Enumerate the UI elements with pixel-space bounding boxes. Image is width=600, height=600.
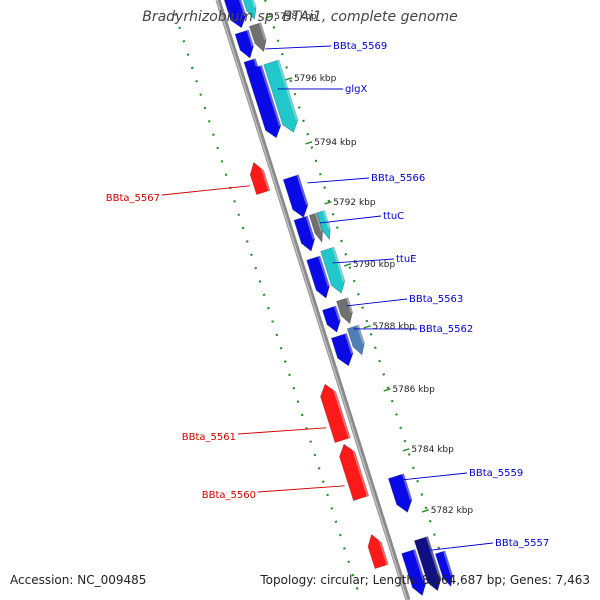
gene-bbta-5556: [434, 550, 453, 588]
tick-mark: [383, 388, 391, 392]
gene-bbta-5562b: [330, 332, 354, 367]
gene-bbta-5568-shade: [259, 65, 281, 126]
reverse-gene-label: BBta_5561: [182, 432, 236, 443]
gene-ttue: [320, 246, 346, 294]
forward-gene-label: BBta_5569: [333, 41, 387, 52]
gene-grey-lower: [335, 297, 353, 325]
forward-leader-line: [264, 45, 332, 50]
gene-bbta-5569-shade: [246, 30, 254, 47]
tick-mark: [363, 325, 371, 329]
gene-bbta-5562b-shade: [344, 333, 353, 354]
gene-glgx-shade: [277, 59, 298, 121]
gene-ttue-shade: [332, 247, 345, 282]
forward-gene-label: BBta_5562: [419, 324, 473, 335]
tick-mark: [421, 509, 429, 513]
gene-grey-top: [248, 22, 267, 53]
tick-label: 5786 kbp: [392, 385, 435, 395]
gene-teal-top: [242, 0, 257, 21]
forward-leader-line: [320, 215, 382, 224]
tick-label: 5784 kbp: [411, 445, 454, 455]
tick-label: 5796 kbp: [294, 74, 337, 84]
gene-bbta-5566: [282, 174, 309, 218]
tick-label: 5788 kbp: [372, 322, 415, 332]
accession-text: Accession: NC_009485: [10, 573, 147, 587]
gene-glgx: [263, 59, 299, 133]
genome-summary-text: Topology: circular; Length: 8,264,687 bp…: [260, 573, 590, 587]
gene-bbta-5557-shade: [425, 536, 442, 580]
map-title: Bradyrhizobium sp. BTAi1, complete genom…: [142, 9, 458, 25]
gene-bbta-5560b: [367, 533, 389, 570]
tick-label: 5790 kbp: [353, 260, 396, 270]
gene-bbta-5562-shade: [356, 325, 365, 344]
forward-leader-line: [346, 298, 408, 307]
tick-mark: [324, 201, 332, 205]
gene-bbta-5560b-shade: [376, 532, 389, 565]
gene-small-blue-shade: [253, 58, 258, 67]
gene-bbta-5558: [401, 548, 427, 597]
gene-grey-mid-shade: [315, 212, 323, 232]
gene-bbta-5559: [387, 473, 413, 513]
gene-bbta-5560-shade: [349, 441, 369, 497]
forward-leader-line: [332, 258, 395, 264]
gene-bbta-5558-shade: [413, 549, 426, 584]
reverse-leader-line: [257, 485, 345, 493]
forward-leader-line: [307, 177, 370, 184]
gene-bbta-5570: [223, 0, 247, 29]
gene-bbta-5563: [321, 305, 341, 333]
tick-mark: [285, 77, 293, 81]
tick-mark: [402, 448, 410, 452]
gene-bbta-5568: [245, 64, 282, 139]
forward-gene-label: ttuC: [383, 211, 404, 222]
genome-backbone: [215, 0, 411, 600]
forward-gene-label: BBta_5566: [371, 173, 425, 184]
gene-bbta-5562: [346, 324, 365, 356]
gene-features: [223, 0, 453, 597]
forward-gene-label: ttuE: [396, 254, 417, 265]
gene-bbta-5567: [249, 161, 271, 196]
gene-bbta-5567-shade: [258, 160, 270, 191]
forward-gene-label: glgX: [345, 84, 367, 95]
gene-teal-top-shade: [251, 0, 257, 9]
reverse-gene-label: BBta_5560: [202, 490, 256, 501]
gene-bbta-5557: [413, 535, 442, 592]
tick-label: 5792 kbp: [333, 198, 376, 208]
tick-mark: [305, 141, 313, 145]
gene-grey-top-shade: [259, 22, 267, 41]
reverse-leader-line: [161, 185, 250, 196]
gene-bbta-5559-shade: [401, 473, 412, 501]
gene-bbta-5556-shade: [443, 550, 453, 576]
gene-grey-mid: [308, 212, 324, 244]
gene-bbta-5564-shade: [318, 256, 330, 287]
gene-ttuc-shade: [322, 210, 331, 230]
tick-label: 5782 kbp: [431, 506, 474, 516]
backbone-line: [215, 0, 411, 600]
gene-bbta-5561: [320, 383, 351, 444]
forward-leader-line: [401, 472, 468, 481]
gene-bbta-5563-shade: [334, 306, 341, 321]
reverse-leader-line: [237, 427, 327, 435]
forward-gene-label: BBta_5557: [495, 538, 549, 549]
gene-bbta-5561-shade: [330, 381, 351, 439]
tick-label: 5798 kbp: [274, 12, 317, 22]
tick-mark: [265, 15, 273, 19]
gene-bbta-5569: [234, 29, 254, 59]
gene-bbta-5566-shade: [296, 174, 308, 206]
tick-marks: 5798 kbp 5796 kbp 5794 kbp 5792 kbp 5790 kbp…: [265, 12, 474, 516]
backbone-highlight: [216, 0, 408, 600]
gene-ttuc: [316, 209, 331, 241]
forward-gene-label: BBta_5563: [409, 294, 463, 305]
tick-label: 5794 kbp: [314, 138, 357, 148]
gene-bbta-5570-shade: [238, 0, 246, 16]
reverse-gene-label: BBta_5567: [106, 193, 160, 204]
forward-gene-label: BBta_5559: [469, 468, 523, 479]
gene-labels: BBta_5569 glgX BBta_5566 ttuC ttuE BBta_5563 B…: [106, 41, 549, 552]
gene-bbta-5560: [339, 443, 370, 502]
gene-bbta-5565-shade: [305, 216, 315, 240]
forward-leader-line: [423, 542, 494, 552]
tick-mark: [343, 263, 352, 267]
gene-bbta-5565: [293, 215, 316, 252]
gene-bbta-5564: [306, 255, 330, 299]
